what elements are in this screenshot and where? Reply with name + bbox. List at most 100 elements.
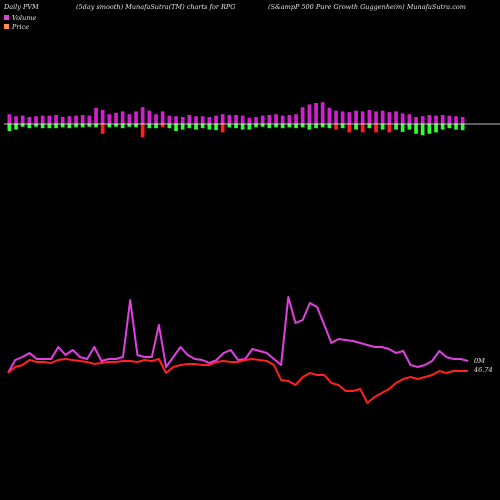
pvm-bar-up: [340, 111, 345, 124]
pvm-bar-up: [140, 107, 145, 124]
pvm-bar-up: [427, 115, 432, 124]
pvm-bar-up: [300, 107, 305, 124]
pvm-bar-down: [47, 124, 52, 129]
pvm-bar-down: [234, 124, 238, 129]
pvm-bar-down: [340, 124, 345, 129]
pvm-bar-up: [260, 115, 265, 124]
pvm-bar-down: [394, 124, 398, 130]
pvm-bar-down: [60, 124, 65, 128]
pvm-bar-down: [287, 124, 292, 128]
pvm-bar-up: [87, 115, 92, 124]
pvm-bar-up: [280, 115, 285, 124]
legend-swatch-price: [4, 24, 9, 29]
chart-title-middle: (5day smooth) MunafaSutra(TM) charts for…: [76, 3, 236, 11]
pvm-bar-up: [420, 116, 425, 124]
chart-title-left: Daily PVM: [4, 3, 39, 11]
pvm-bar-down: [320, 124, 325, 128]
pvm-bar-up: [227, 115, 232, 124]
pvm-bar-up: [220, 114, 225, 124]
pvm-bar-down: [267, 124, 272, 129]
pvm-bar-down: [80, 124, 85, 128]
pvm-bar-up: [454, 116, 458, 124]
pvm-bar-down: [294, 124, 298, 129]
pvm-bar-up: [120, 111, 125, 124]
pvm-bar-up: [27, 117, 32, 124]
pvm-bar-up: [40, 115, 45, 124]
pvm-bar-down: [140, 124, 145, 138]
pvm-bar-down: [100, 124, 105, 134]
pvm-bar-down: [194, 124, 198, 130]
pvm-bar-down: [307, 124, 312, 130]
pvm-bar-down: [207, 124, 212, 130]
pvm-bar-down: [254, 124, 258, 128]
pvm-bar-up: [240, 115, 245, 124]
legend-label-price: Price: [12, 22, 30, 31]
pvm-bar-up: [14, 116, 18, 124]
pvm-bar-down: [454, 124, 458, 130]
legend-item-volume: Volume: [4, 13, 36, 22]
legend-label-volume: Volume: [12, 13, 37, 22]
pvm-bar-up: [267, 115, 272, 124]
legend: Volume Price: [4, 13, 36, 31]
pvm-bar-down: [247, 124, 252, 130]
pvm-bar-down: [274, 124, 278, 128]
pvm-bar-down: [420, 124, 425, 136]
pvm-bar-up: [320, 102, 325, 124]
pvm-bar-up: [67, 116, 72, 124]
pvm-bar-up: [20, 115, 25, 124]
pvm-bar-down: [260, 124, 265, 127]
pvm-bar-down: [200, 124, 205, 129]
pvm-bar-down: [407, 124, 412, 130]
pvm-bar-up: [114, 112, 118, 124]
pvm-bar-down: [127, 124, 132, 127]
pvm-bar-down: [54, 124, 58, 129]
pvm-bar-up: [414, 117, 418, 124]
pvm-bar-up: [334, 110, 338, 124]
pvm-bar-down: [214, 124, 218, 131]
pvm-bar-down: [447, 124, 452, 129]
pvm-bar-up: [254, 117, 258, 124]
pvm-bar-down: [300, 124, 305, 128]
pvm-bar-up: [200, 116, 205, 124]
pvm-bar-down: [187, 124, 192, 129]
pvm-bar-up: [100, 110, 105, 124]
pvm-bar-up: [374, 111, 378, 124]
pvm-bar-down: [354, 124, 358, 130]
pvm-bar-down: [167, 124, 172, 129]
pvm-bar-down: [400, 124, 405, 132]
pvm-bar-up: [174, 116, 178, 124]
pvm-bar-up: [54, 115, 58, 124]
pvm-bar-up: [380, 110, 385, 124]
pvm-bar-down: [27, 124, 32, 129]
pvm-bar-up: [347, 112, 352, 124]
end-label-price: 46.74: [473, 366, 493, 374]
pvm-bar-up: [360, 111, 365, 124]
pvm-bar-down: [374, 124, 378, 133]
pvm-bar-down: [20, 124, 25, 127]
pvm-bar-up: [447, 115, 452, 124]
pvm-bar-up: [287, 115, 292, 124]
pvm-bar-down: [387, 124, 392, 133]
pvm-bar-up: [327, 107, 332, 124]
pvm-bar-down: [427, 124, 432, 134]
pvm-bar-up: [160, 111, 165, 124]
pvm-bar-down: [460, 124, 465, 131]
pvm-bar-down: [67, 124, 72, 129]
legend-item-price: Price: [4, 22, 36, 31]
pvm-bar-up: [314, 103, 318, 124]
pvm-bar-up: [47, 115, 52, 124]
pvm-bar-up: [167, 115, 172, 124]
price-line: [7, 358, 468, 404]
pvm-bars: [7, 102, 465, 138]
pvm-bar-up: [147, 110, 152, 124]
pvm-bar-down: [180, 124, 185, 130]
pvm-bar-down: [87, 124, 92, 127]
pvm-bar-up: [434, 115, 438, 124]
pvm-bar-up: [80, 115, 85, 124]
end-label-volume: 0M: [474, 357, 485, 365]
pvm-bar-down: [14, 124, 18, 130]
pvm-bar-down: [434, 124, 438, 133]
pvm-bar-down: [40, 124, 45, 129]
pvm-bar-up: [127, 114, 132, 124]
